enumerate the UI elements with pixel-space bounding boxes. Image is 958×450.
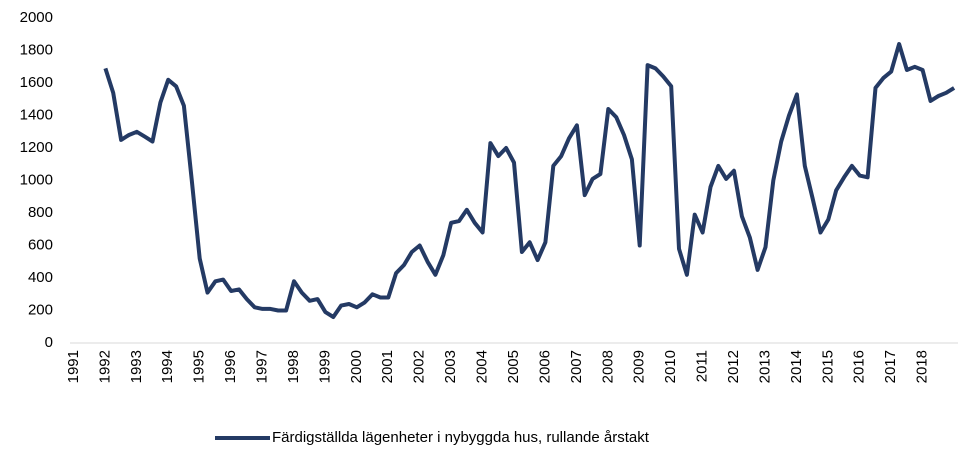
x-tick-label: 1993 [128,350,145,383]
y-tick-label: 1000 [20,171,53,188]
y-tick-label: 0 [45,334,53,351]
x-tick-label: 2004 [474,350,491,383]
legend-label: Färdigställda lägenheter i nybyggda hus,… [272,429,650,446]
x-tick-label: 2014 [788,350,805,383]
x-tick-label: 2013 [756,350,773,383]
x-tick-label: 1999 [316,350,333,383]
y-tick-label: 1600 [20,74,53,91]
x-tick-label: 2006 [536,350,553,383]
x-tick-label: 2011 [694,350,711,382]
x-tick-label: 2018 [914,350,931,383]
x-tick-label: 2010 [662,350,679,383]
y-tick-label: 2000 [20,9,53,26]
x-tick-label: 1991 [65,350,82,383]
y-tick-label: 1400 [20,106,53,123]
y-tick-label: 1200 [20,139,53,156]
x-tick-label: 2017 [882,350,899,383]
x-tick-label: 2002 [411,350,428,383]
y-tick-label: 200 [28,301,53,318]
x-tick-label: 2003 [442,350,459,383]
y-tick-label: 1800 [20,41,53,58]
x-tick-label: 2009 [631,350,648,383]
x-tick-label: 2001 [379,350,396,383]
x-tick-label: 1996 [222,350,239,383]
x-tick-label: 2000 [348,350,365,383]
x-tick-label: 1992 [96,350,113,383]
x-tick-label: 2008 [599,350,616,383]
y-tick-label: 400 [28,269,53,286]
x-tick-label: 2005 [505,350,522,383]
x-tick-label: 2015 [819,350,836,383]
y-tick-label: 600 [28,236,53,253]
x-tick-label: 2012 [725,350,742,383]
x-tick-label: 2007 [568,350,585,383]
x-tick-label: 1998 [285,350,302,383]
x-tick-label: 1995 [191,350,208,383]
x-tick-label: 2016 [851,350,868,383]
x-tick-label: 1997 [253,350,270,383]
x-tick-label: 1994 [159,350,176,383]
y-tick-label: 800 [28,204,53,221]
data-line [103,42,956,319]
